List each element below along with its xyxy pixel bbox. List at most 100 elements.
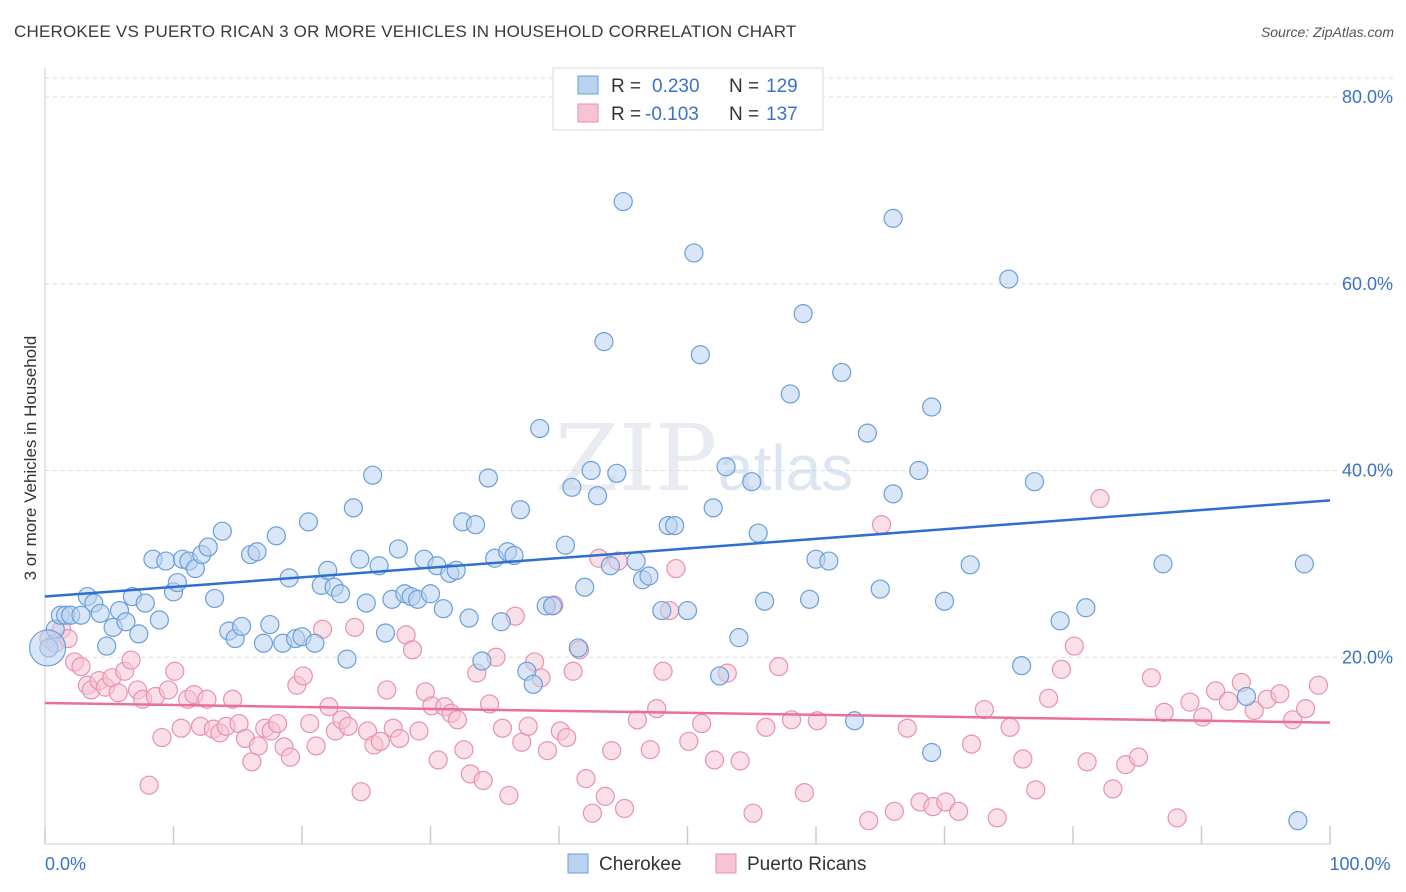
puerto-ricans-point xyxy=(152,727,172,748)
top-legend: R = 0.230 N = 129 R = -0.103 N = 137 xyxy=(552,67,824,131)
puerto-ricans-point xyxy=(602,741,622,761)
bottom-legend-swatch-puerto-ricans xyxy=(715,853,737,874)
cherokee-point xyxy=(562,477,582,497)
bottom-legend-label-puerto-ricans: Puerto Ricans xyxy=(747,854,866,875)
cherokee-point xyxy=(330,584,351,604)
puerto-ricans-point xyxy=(108,683,128,703)
watermark-atlas: atlas xyxy=(718,432,853,504)
puerto-ricans-point xyxy=(949,801,969,821)
trendlines xyxy=(44,499,1331,724)
puerto-ricans-point xyxy=(730,751,750,771)
puerto-ricans-point xyxy=(640,740,660,760)
puerto-ricans-point xyxy=(1026,780,1046,800)
cherokee-point-large xyxy=(28,629,67,667)
cherokee-point xyxy=(90,603,110,623)
puerto-ricans-point xyxy=(1064,636,1084,656)
y-tick-label-40: 40.0% xyxy=(1342,461,1393,481)
puerto-ricans-trendline xyxy=(44,701,1331,724)
puerto-ricans-point xyxy=(1000,717,1020,737)
chart-source: Source: ZipAtlas.com xyxy=(1260,24,1394,40)
cherokee-point xyxy=(665,515,685,536)
puerto-ricans-point xyxy=(158,680,178,700)
puerto-ricans-point xyxy=(679,731,699,751)
cherokee-point xyxy=(305,633,325,653)
cherokee-point xyxy=(960,555,980,575)
puerto-ricans-point xyxy=(537,741,558,761)
puerto-ricans-points xyxy=(39,488,1329,831)
puerto-ricans-point xyxy=(1167,808,1187,828)
puerto-ricans-point xyxy=(582,803,603,823)
puerto-ricans-point xyxy=(936,792,956,812)
puerto-ricans-point xyxy=(1206,681,1226,701)
puerto-ricans-point xyxy=(884,801,904,821)
puerto-ricans-point xyxy=(71,656,91,677)
cherokee-point xyxy=(857,423,878,443)
cherokee-point xyxy=(205,588,225,609)
cherokee-point xyxy=(260,614,280,635)
puerto-ricans-point xyxy=(627,710,647,730)
cherokee-point xyxy=(388,539,408,559)
cherokee-point xyxy=(491,612,511,632)
puerto-ricans-point xyxy=(370,731,390,751)
cherokee-point xyxy=(343,498,363,518)
cherokee-point xyxy=(433,599,453,619)
cherokee-point xyxy=(253,633,274,653)
puerto-ricans-point xyxy=(390,728,410,749)
cherokee-point xyxy=(530,418,550,439)
cherokee-point xyxy=(1011,656,1032,676)
puerto-ricans-point xyxy=(1038,688,1059,708)
puerto-ricans-point xyxy=(1154,702,1174,722)
puerto-ricans-point xyxy=(454,740,474,760)
cherokee-point xyxy=(832,362,852,383)
legend-n-value-1: 129 xyxy=(766,76,798,97)
puerto-ricans-point xyxy=(447,710,468,730)
legend-n-label-2: N = xyxy=(729,104,759,125)
puerto-ricans-point xyxy=(518,716,538,736)
cherokee-point xyxy=(703,498,723,518)
cherokee-point xyxy=(356,593,376,613)
puerto-ricans-point xyxy=(743,803,763,823)
puerto-ricans-point xyxy=(595,786,615,806)
puerto-ricans-point xyxy=(1013,749,1033,769)
cherokee-point xyxy=(1236,686,1257,707)
legend-r-value-2: -0.103 xyxy=(645,104,699,125)
puerto-ricans-point xyxy=(428,750,448,770)
cherokee-point xyxy=(799,589,820,609)
cherokee-point xyxy=(793,304,813,324)
cherokee-point xyxy=(465,515,486,535)
puerto-ricans-point xyxy=(614,798,635,819)
puerto-ricans-point xyxy=(223,689,243,709)
cherokee-point xyxy=(581,460,601,481)
puerto-ricans-point xyxy=(293,666,313,686)
cherokee-point xyxy=(922,397,942,417)
cherokee-point xyxy=(129,624,149,644)
cherokee-point xyxy=(212,521,232,541)
puerto-ricans-point xyxy=(1295,699,1316,719)
legend-r-label-2: R = xyxy=(611,104,641,125)
bottom-legend-label-cherokee: Cherokee xyxy=(599,854,681,875)
puerto-ricans-point xyxy=(280,747,301,767)
cherokee-point xyxy=(247,542,267,562)
cherokee-point xyxy=(1288,811,1308,831)
cherokee-point xyxy=(594,332,614,352)
puerto-ricans-point xyxy=(807,711,827,731)
puerto-ricans-point xyxy=(563,661,583,681)
cherokee-point xyxy=(626,551,646,571)
tick-labels: 20.0% 40.0% 60.0% 80.0% 0.0% 100.0% xyxy=(45,87,1393,874)
cherokee-point xyxy=(909,460,929,481)
cherokee-point xyxy=(420,584,441,604)
legend-swatch-cherokee xyxy=(577,75,599,95)
y-tick-label-80: 80.0% xyxy=(1342,87,1393,107)
cherokee-point xyxy=(934,591,955,611)
puerto-ricans-point xyxy=(165,661,185,681)
cherokee-point xyxy=(167,572,187,593)
puerto-ricans-point xyxy=(987,808,1007,828)
puerto-ricans-point xyxy=(492,718,513,738)
puerto-ricans-point xyxy=(1141,668,1161,688)
watermark: ZIP atlas xyxy=(555,405,853,512)
puerto-ricans-point xyxy=(197,689,217,709)
puerto-ricans-point xyxy=(409,721,429,741)
cherokee-points xyxy=(28,191,1314,831)
puerto-ricans-point xyxy=(666,558,686,579)
